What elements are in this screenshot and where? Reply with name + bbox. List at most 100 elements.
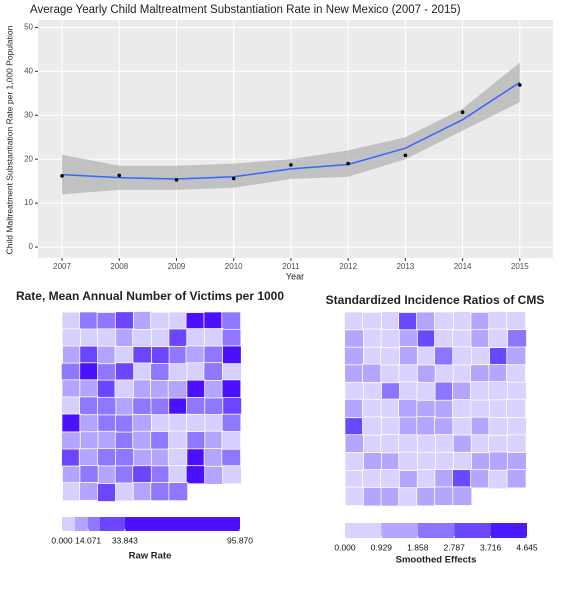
county [506, 364, 526, 384]
county [151, 346, 171, 366]
county [151, 414, 171, 434]
county [506, 398, 526, 419]
county [398, 487, 419, 507]
county [79, 328, 100, 348]
map-title: Rate, Mean Annual Number of Victims per … [16, 289, 284, 303]
county [470, 329, 491, 349]
county [222, 363, 242, 383]
legend-tick-label: 4.645 [516, 542, 538, 552]
data-point [231, 176, 236, 181]
county [79, 481, 99, 501]
county [186, 431, 207, 451]
county [416, 399, 437, 420]
county [488, 364, 509, 384]
county [381, 311, 401, 331]
x-tick-label: 2015 [511, 262, 529, 271]
county [344, 364, 365, 384]
county [506, 311, 527, 331]
county [221, 413, 242, 433]
county [132, 413, 152, 433]
county [150, 379, 170, 399]
county [398, 451, 419, 471]
county [362, 487, 383, 507]
county [344, 470, 365, 490]
county [380, 364, 401, 385]
county [398, 329, 419, 349]
county [204, 380, 224, 400]
county [344, 486, 365, 506]
county [204, 414, 225, 434]
county [222, 345, 242, 365]
legend-key [62, 517, 75, 531]
county [452, 469, 472, 489]
data-point [60, 174, 64, 178]
county [114, 311, 135, 331]
county [97, 363, 117, 383]
county [507, 417, 527, 437]
county [79, 379, 99, 399]
county [97, 483, 117, 502]
confidence-band [62, 62, 520, 195]
county [434, 381, 455, 401]
county [150, 397, 171, 417]
legend-tick-label: 0.000 [51, 535, 73, 545]
county [203, 448, 224, 468]
county [97, 414, 118, 434]
county [150, 465, 171, 485]
county [344, 398, 365, 419]
county [132, 397, 152, 417]
y-tick-label: 0 [29, 242, 34, 251]
data-point [117, 173, 122, 178]
y-tick-label: 20 [24, 154, 33, 163]
county [114, 379, 135, 399]
county [434, 364, 455, 384]
county [470, 346, 491, 367]
county [452, 346, 473, 366]
county [150, 431, 170, 451]
county [507, 452, 527, 472]
county [416, 486, 437, 507]
county [434, 329, 454, 349]
county [61, 311, 82, 331]
county [132, 346, 153, 365]
county [363, 382, 383, 402]
county [435, 434, 455, 454]
county [416, 364, 437, 384]
county [168, 430, 188, 450]
legend-tick-label: 3.716 [480, 542, 502, 552]
county [435, 451, 455, 472]
county [416, 329, 437, 349]
y-tick-label: 10 [24, 198, 33, 207]
county [132, 465, 152, 485]
county [222, 397, 242, 417]
x-tick-label: 2011 [282, 262, 300, 271]
county [470, 468, 491, 489]
county [133, 362, 153, 382]
county [79, 396, 99, 416]
legend-key [345, 523, 382, 538]
x-tick-label: 2012 [339, 262, 357, 271]
legend-tick-label: 14.071 [75, 535, 101, 545]
county [61, 379, 82, 399]
county [380, 487, 401, 507]
county [61, 396, 81, 416]
county [168, 465, 189, 485]
legend-tick-label: 0.929 [371, 542, 393, 552]
county [380, 416, 401, 437]
county [132, 329, 152, 349]
county [221, 431, 242, 450]
county [452, 434, 473, 455]
county [380, 329, 401, 349]
legend-key [454, 523, 491, 538]
county [417, 434, 437, 454]
county [132, 430, 152, 450]
plot-panel [38, 20, 553, 258]
y-tick-label: 50 [24, 23, 33, 32]
county [115, 482, 135, 502]
county [507, 329, 527, 349]
county [417, 451, 437, 472]
legend-key [99, 517, 126, 531]
county [167, 447, 188, 467]
legend-key [381, 523, 418, 538]
county [344, 434, 365, 454]
